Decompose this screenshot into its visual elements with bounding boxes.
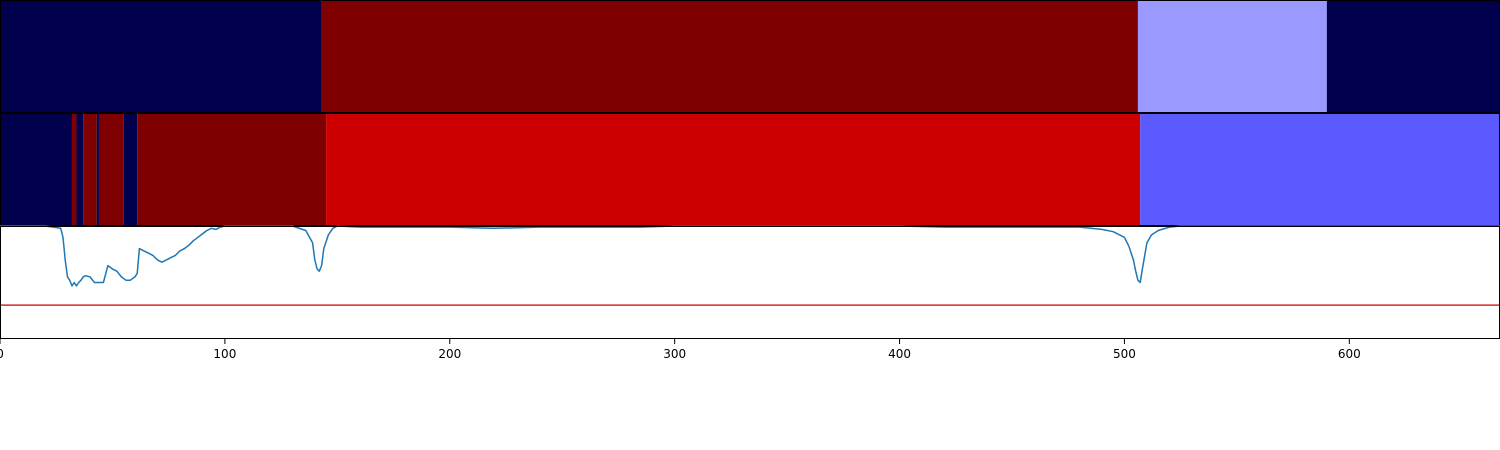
segment-r1-6 xyxy=(123,113,138,226)
segment-r1-7 xyxy=(137,113,327,226)
segment-r0-1 xyxy=(321,0,1138,113)
segment-r1-4 xyxy=(96,113,99,226)
segment-r0-3 xyxy=(1326,0,1500,113)
segment-r1-0 xyxy=(0,113,72,226)
segment-r1-1 xyxy=(71,113,77,226)
x-tick-label-200: 200 xyxy=(438,347,461,361)
segment-r0-0 xyxy=(0,0,322,113)
segment-row-middle xyxy=(0,113,1500,226)
x-tick-label-0: 0 xyxy=(0,347,4,361)
segment-r1-2 xyxy=(76,113,84,226)
x-tick-label-400: 400 xyxy=(888,347,911,361)
segment-r0-2 xyxy=(1137,0,1327,113)
x-tick-label-500: 500 xyxy=(1113,347,1136,361)
segment-row-top xyxy=(0,0,1500,113)
segment-r1-8 xyxy=(326,113,1141,226)
x-tick-label-300: 300 xyxy=(663,347,686,361)
segment-r1-9 xyxy=(1140,113,1500,226)
segment-r1-5 xyxy=(98,113,124,226)
x-tick-label-600: 600 xyxy=(1338,347,1361,361)
line-panel-background xyxy=(0,226,1500,339)
segment-r1-3 xyxy=(83,113,97,226)
line-panel xyxy=(0,225,1500,339)
x-axis: 0 100 200 300 400 500 600 xyxy=(0,339,1361,361)
x-tick-label-100: 100 xyxy=(213,347,236,361)
